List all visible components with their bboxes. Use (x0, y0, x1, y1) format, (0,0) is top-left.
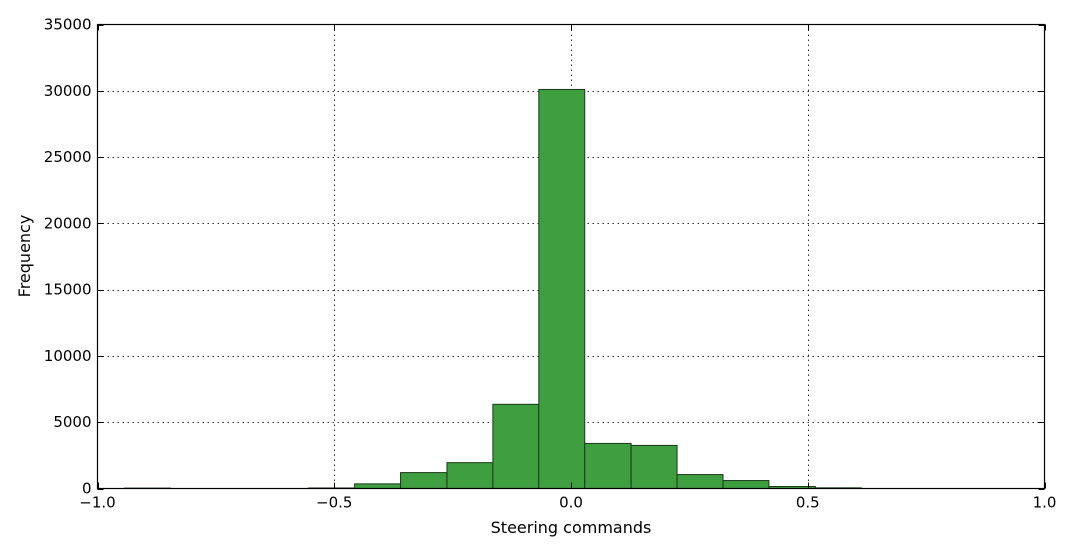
histogram-bar (676, 474, 724, 489)
x-tick-label: 1.0 (1033, 494, 1057, 512)
y-tick-label: 30000 (44, 82, 92, 100)
x-tick-label: 0.0 (559, 494, 583, 512)
y-tick-label: 25000 (44, 148, 92, 166)
x-tick-label: 0.5 (796, 494, 820, 512)
y-tick-label: 35000 (44, 16, 92, 34)
x-tick-label: −0.5 (316, 494, 352, 512)
histogram-bar (446, 462, 494, 489)
y-tick-label: 5000 (53, 413, 91, 431)
x-axis-label: Steering commands (491, 518, 652, 537)
histogram-bar (400, 472, 448, 490)
histogram-bar (722, 480, 770, 490)
tick-marks (97, 24, 1046, 490)
x-tick-labels: −1.0 −0.5 0.0 0.5 1.0 (79, 494, 1056, 512)
histogram-bars (123, 88, 862, 490)
y-tick-label: 0 (82, 480, 92, 498)
histogram-bar (354, 483, 402, 489)
y-tick-label: 10000 (44, 347, 92, 365)
y-tick-label: 20000 (44, 214, 92, 232)
x-tick-label: −1.0 (79, 494, 115, 512)
y-tick-label: 15000 (44, 281, 92, 299)
histogram-bar (492, 403, 540, 489)
histogram-bar (584, 442, 632, 490)
histogram-bar (630, 444, 678, 489)
histogram-bar (538, 88, 586, 490)
y-axis-label: Frequency (15, 215, 34, 298)
y-tick-labels: 0 5000 10000 15000 20000 25000 30000 35000 (44, 16, 92, 498)
